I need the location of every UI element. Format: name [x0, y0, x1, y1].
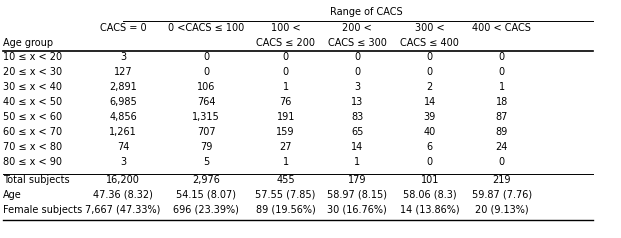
Text: 16,200: 16,200 — [106, 175, 140, 185]
Text: 1: 1 — [354, 157, 360, 167]
Text: 20 ≤ x < 30: 20 ≤ x < 30 — [3, 67, 62, 77]
Text: 10 ≤ x < 20: 10 ≤ x < 20 — [3, 52, 62, 62]
Text: 1: 1 — [499, 82, 505, 92]
Text: 0: 0 — [499, 52, 505, 62]
Text: 106: 106 — [197, 82, 215, 92]
Text: 1: 1 — [283, 82, 289, 92]
Text: 219: 219 — [492, 175, 511, 185]
Text: 191: 191 — [276, 112, 295, 122]
Text: 14: 14 — [351, 142, 363, 152]
Text: 3: 3 — [120, 52, 126, 62]
Text: 24: 24 — [496, 142, 508, 152]
Text: 57.55 (7.85): 57.55 (7.85) — [255, 190, 316, 200]
Text: 7,667 (47.33%): 7,667 (47.33%) — [85, 205, 161, 215]
Text: 0: 0 — [354, 52, 360, 62]
Text: 80 ≤ x < 90: 80 ≤ x < 90 — [3, 157, 62, 167]
Text: 400 < CACS: 400 < CACS — [473, 23, 531, 33]
Text: 127: 127 — [114, 67, 132, 77]
Text: 455: 455 — [276, 175, 295, 185]
Text: 0: 0 — [427, 67, 433, 77]
Text: 6: 6 — [427, 142, 433, 152]
Text: 40: 40 — [424, 127, 436, 137]
Text: 59.87 (7.76): 59.87 (7.76) — [472, 190, 532, 200]
Text: 65: 65 — [351, 127, 363, 137]
Text: 27: 27 — [279, 142, 292, 152]
Text: 0: 0 — [283, 67, 289, 77]
Text: 3: 3 — [120, 157, 126, 167]
Text: 300 <: 300 < — [415, 23, 445, 33]
Text: 39: 39 — [424, 112, 436, 122]
Text: 89: 89 — [496, 127, 508, 137]
Text: 100 <: 100 < — [271, 23, 301, 33]
Text: 1,315: 1,315 — [193, 112, 220, 122]
Text: 2,891: 2,891 — [109, 82, 137, 92]
Text: 30 (16.76%): 30 (16.76%) — [327, 205, 387, 215]
Text: 89 (19.56%): 89 (19.56%) — [256, 205, 315, 215]
Text: Age: Age — [3, 190, 22, 200]
Text: 2: 2 — [427, 82, 433, 92]
Text: 58.97 (8.15): 58.97 (8.15) — [327, 190, 387, 200]
Text: 764: 764 — [197, 97, 215, 107]
Text: 696 (23.39%): 696 (23.39%) — [173, 205, 239, 215]
Text: 58.06 (8.3): 58.06 (8.3) — [403, 190, 456, 200]
Text: 200 <: 200 < — [342, 23, 372, 33]
Text: 14: 14 — [424, 97, 436, 107]
Text: 6,985: 6,985 — [109, 97, 137, 107]
Text: 76: 76 — [279, 97, 292, 107]
Text: 0: 0 — [427, 52, 433, 62]
Text: 1,261: 1,261 — [109, 127, 137, 137]
Text: CACS ≤ 300: CACS ≤ 300 — [328, 38, 386, 48]
Text: 159: 159 — [276, 127, 295, 137]
Text: 3: 3 — [354, 82, 360, 92]
Text: 0: 0 — [203, 52, 209, 62]
Text: 83: 83 — [351, 112, 363, 122]
Text: 1: 1 — [283, 157, 289, 167]
Text: 2,976: 2,976 — [193, 175, 220, 185]
Text: 20 (9.13%): 20 (9.13%) — [475, 205, 528, 215]
Text: 18: 18 — [496, 97, 508, 107]
Text: Age group: Age group — [3, 38, 53, 48]
Text: 101: 101 — [420, 175, 439, 185]
Text: 0: 0 — [427, 157, 433, 167]
Text: 5: 5 — [203, 157, 209, 167]
Text: 0: 0 — [354, 67, 360, 77]
Text: 14 (13.86%): 14 (13.86%) — [400, 205, 460, 215]
Text: 79: 79 — [200, 142, 212, 152]
Text: 13: 13 — [351, 97, 363, 107]
Text: Total subjects: Total subjects — [3, 175, 70, 185]
Text: 0: 0 — [499, 157, 505, 167]
Text: 0 <CACS ≤ 100: 0 <CACS ≤ 100 — [168, 23, 244, 33]
Text: 87: 87 — [496, 112, 508, 122]
Text: 179: 179 — [348, 175, 366, 185]
Text: CACS = 0: CACS = 0 — [99, 23, 147, 33]
Text: 54.15 (8.07): 54.15 (8.07) — [176, 190, 236, 200]
Text: 0: 0 — [203, 67, 209, 77]
Text: 70 ≤ x < 80: 70 ≤ x < 80 — [3, 142, 62, 152]
Text: 707: 707 — [197, 127, 215, 137]
Text: 60 ≤ x < 70: 60 ≤ x < 70 — [3, 127, 62, 137]
Text: 30 ≤ x < 40: 30 ≤ x < 40 — [3, 82, 62, 92]
Text: 0: 0 — [283, 52, 289, 62]
Text: 0: 0 — [499, 67, 505, 77]
Text: 74: 74 — [117, 142, 129, 152]
Text: Range of CACS: Range of CACS — [330, 7, 402, 17]
Text: 4,856: 4,856 — [109, 112, 137, 122]
Text: CACS ≤ 200: CACS ≤ 200 — [256, 38, 315, 48]
Text: CACS ≤ 400: CACS ≤ 400 — [401, 38, 459, 48]
Text: 47.36 (8.32): 47.36 (8.32) — [93, 190, 153, 200]
Text: Female subjects: Female subjects — [3, 205, 83, 215]
Text: 40 ≤ x < 50: 40 ≤ x < 50 — [3, 97, 62, 107]
Text: 50 ≤ x < 60: 50 ≤ x < 60 — [3, 112, 62, 122]
